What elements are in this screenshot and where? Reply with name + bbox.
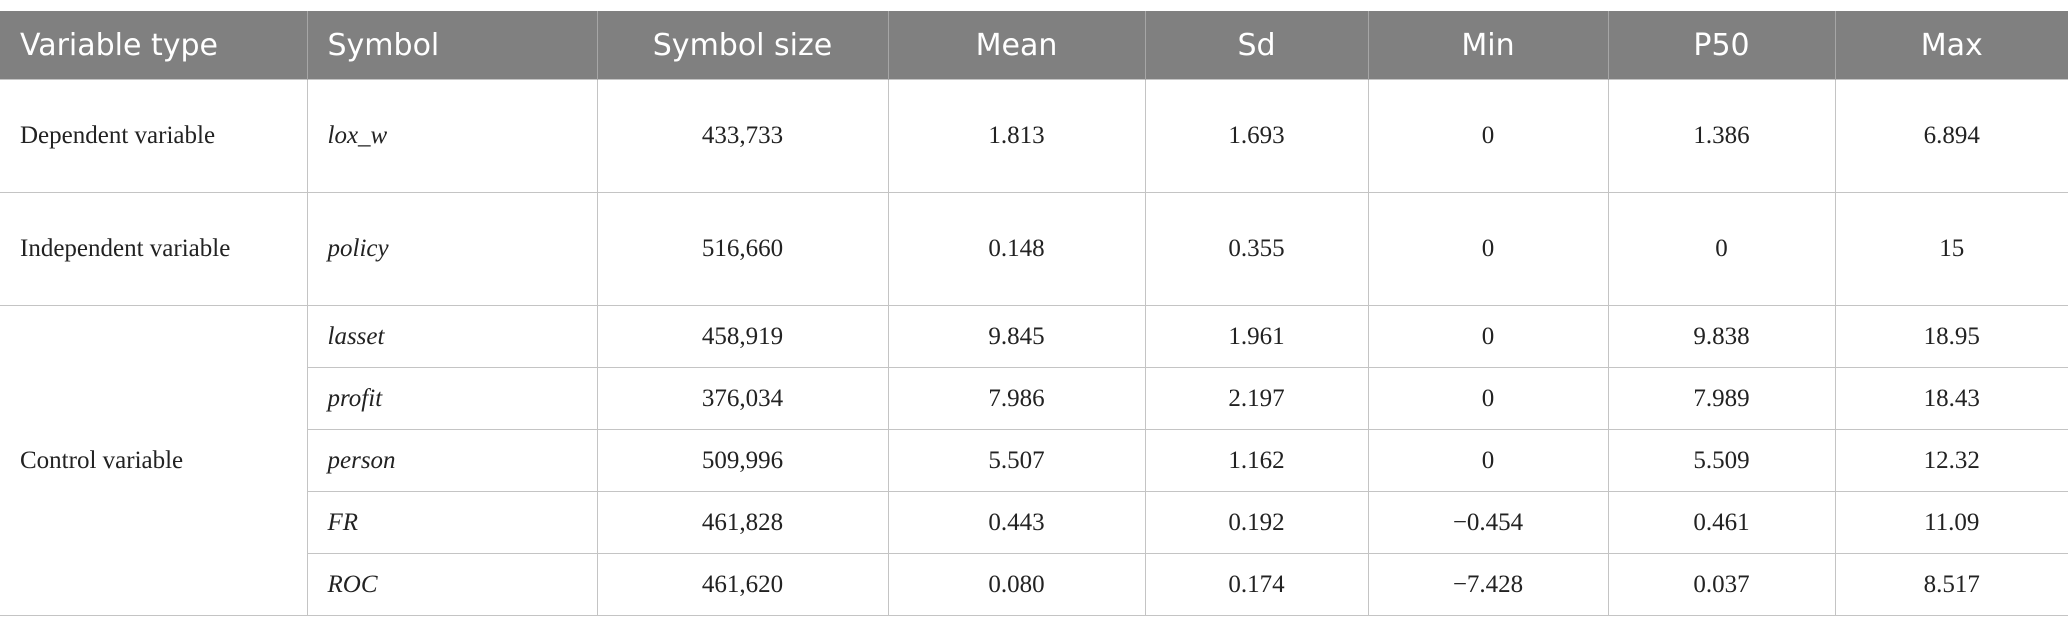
table-row: Dependent variable lox_w 433,733 1.813 1.693…	[0, 79, 2068, 193]
symbol: policy	[306, 192, 598, 306]
table-row: profit 376,034 7.986 2.197 0 7.989 18.43	[0, 367, 2068, 430]
symbol: ROC	[307, 553, 598, 616]
value-cell: 8.517	[1834, 553, 2068, 616]
header-row: Variable type Symbol Symbol size Mean Sd Min P…	[0, 11, 2068, 80]
value-cell: 18.95	[1834, 305, 2068, 368]
variable-type: Dependent variable	[0, 79, 308, 193]
header-cell: Symbol	[306, 11, 597, 80]
value-cell: 9.845	[887, 305, 1146, 368]
value-cell: 0	[1367, 367, 1609, 430]
value-cell: 0.037	[1607, 553, 1836, 616]
value-cell: 516,660	[596, 192, 889, 306]
variable-type: Independent variable	[0, 192, 308, 306]
value-cell: 0.148	[887, 192, 1146, 306]
variable-type: Control variable	[0, 305, 308, 616]
symbol: lasset	[306, 305, 598, 368]
header-cell: Variable type	[0, 11, 307, 80]
value-cell: 0.355	[1144, 192, 1369, 306]
header-cell: P50	[1607, 11, 1835, 80]
value-cell: 461,828	[596, 491, 889, 554]
value-cell: 1.386	[1607, 79, 1836, 193]
header-cell: Min	[1367, 11, 1608, 80]
value-cell: 461,620	[596, 553, 889, 616]
value-cell: 7.986	[887, 367, 1146, 430]
value-cell: 2.197	[1144, 367, 1369, 430]
table-row: Independent variable policy 516,660 0.148 0.…	[0, 192, 2068, 306]
value-cell: 1.693	[1144, 79, 1369, 193]
value-cell: 5.507	[887, 429, 1146, 492]
header-cell: Sd	[1144, 11, 1368, 80]
value-cell: 15	[1834, 192, 2068, 306]
symbol: person	[307, 429, 598, 492]
value-cell: 509,996	[596, 429, 889, 492]
symbol: profit	[307, 367, 598, 430]
value-cell: −7.428	[1367, 553, 1609, 616]
value-cell: 0	[1367, 305, 1609, 368]
value-cell: 0.192	[1144, 491, 1369, 554]
summary-table: Variable type Symbol Symbol size Mean Sd Min P…	[0, 11, 2068, 616]
value-cell: 7.989	[1607, 367, 1836, 430]
value-cell: 0	[1367, 429, 1609, 492]
value-cell: 0	[1367, 192, 1609, 306]
value-cell: 5.509	[1607, 429, 1836, 492]
value-cell: 6.894	[1834, 79, 2068, 193]
symbol: lox_w	[306, 79, 598, 193]
value-cell: 0.461	[1607, 491, 1836, 554]
header-cell: Mean	[887, 11, 1145, 80]
header-cell: Max	[1834, 11, 2068, 80]
header-cell: Symbol size	[596, 11, 888, 80]
value-cell: 1.162	[1144, 429, 1369, 492]
value-cell: 1.961	[1144, 305, 1369, 368]
value-cell: 0.443	[887, 491, 1146, 554]
value-cell: 0.080	[887, 553, 1146, 616]
value-cell: 12.32	[1834, 429, 2068, 492]
value-cell: 433,733	[596, 79, 889, 193]
table-row: ROC 461,620 0.080 0.174 −7.428 0.037 8.517	[0, 553, 2068, 616]
table-row: person 509,996 5.507 1.162 0 5.509 12.32	[0, 429, 2068, 492]
table-row: FR 461,828 0.443 0.192 −0.454 0.461 11.09	[0, 491, 2068, 554]
value-cell: 9.838	[1607, 305, 1836, 368]
value-cell: 458,919	[596, 305, 889, 368]
value-cell: 1.813	[887, 79, 1146, 193]
value-cell: 376,034	[596, 367, 889, 430]
value-cell: 0	[1367, 79, 1609, 193]
symbol: FR	[307, 491, 598, 554]
value-cell: 18.43	[1834, 367, 2068, 430]
value-cell: 11.09	[1834, 491, 2068, 554]
value-cell: 0.174	[1144, 553, 1369, 616]
table-row: Control variable lasset 458,919 9.845 1.961 0…	[0, 305, 2068, 616]
value-cell: −0.454	[1367, 491, 1609, 554]
value-cell: 0	[1607, 192, 1836, 306]
